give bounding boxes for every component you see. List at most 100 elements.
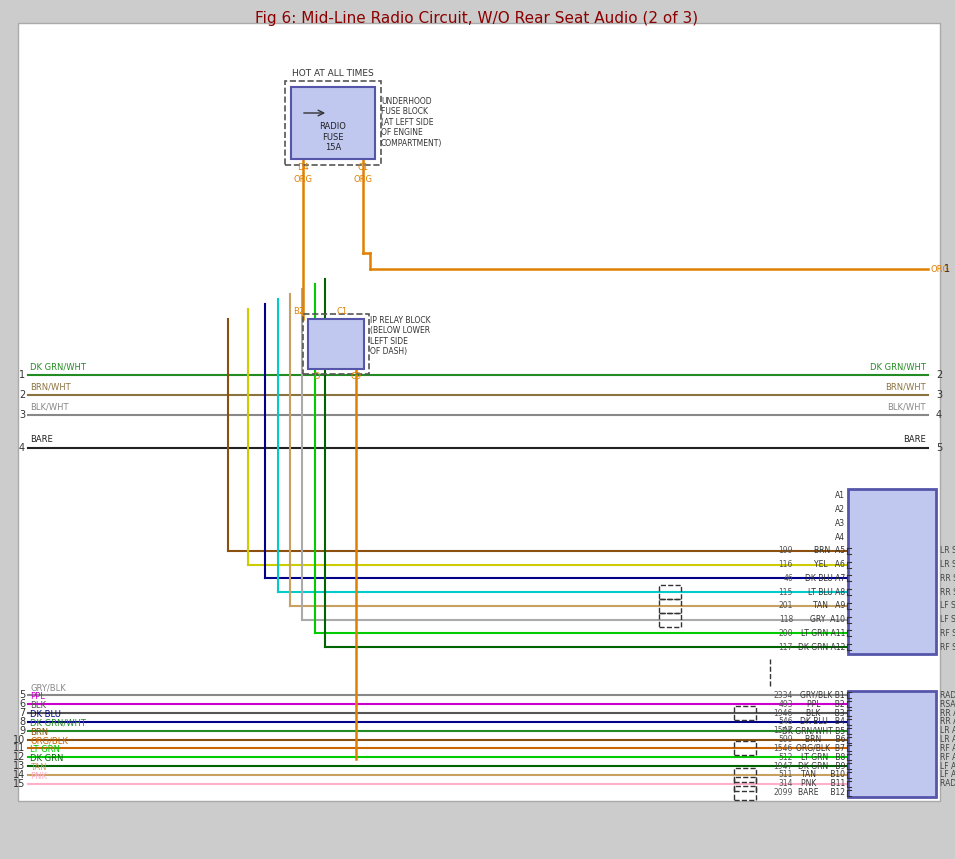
Text: RADIO
FUSE
15A: RADIO FUSE 15A (320, 122, 347, 152)
Text: LF AUD SIG+: LF AUD SIG+ (940, 771, 955, 779)
Text: PPL      B2: PPL B2 (807, 700, 845, 709)
Text: 14: 14 (12, 770, 25, 780)
Text: 116: 116 (778, 560, 793, 570)
Text: 2: 2 (936, 370, 942, 380)
Text: ORG: ORG (930, 265, 949, 273)
Text: DK GRN/WHT: DK GRN/WHT (30, 719, 86, 728)
Text: 1: 1 (944, 264, 950, 274)
Text: 511: 511 (778, 771, 793, 779)
Text: A3: A3 (835, 519, 845, 528)
Text: RR AUD SIG-: RR AUD SIG- (940, 709, 955, 717)
Text: BLK      B3: BLK B3 (806, 709, 845, 717)
Text: RF SPKR OUT-: RF SPKR OUT- (940, 643, 955, 652)
Text: PNK      B11: PNK B11 (800, 779, 845, 789)
Text: 115: 115 (778, 588, 793, 597)
Text: 46: 46 (783, 574, 793, 583)
Text: RADIO MUTE: RADIO MUTE (940, 691, 955, 700)
Text: 1946: 1946 (774, 709, 793, 717)
Text: ORG/BLK  B7: ORG/BLK B7 (796, 744, 845, 753)
Text: 512: 512 (778, 752, 793, 762)
Text: LF AUD SIG-: LF AUD SIG- (940, 762, 955, 771)
Text: LR SPKR OUT-: LR SPKR OUT- (940, 560, 955, 570)
Text: C1: C1 (336, 307, 347, 316)
Text: 1947: 1947 (774, 762, 793, 771)
Text: BARE     B12: BARE B12 (798, 788, 845, 797)
Text: C9: C9 (350, 372, 362, 381)
Text: BRN/WHT: BRN/WHT (30, 382, 71, 391)
Text: YEL   A6: YEL A6 (814, 560, 845, 570)
Text: RR AUD SIG+: RR AUD SIG+ (940, 717, 955, 727)
Text: DK GRN/WHT: DK GRN/WHT (30, 362, 86, 371)
Bar (734, 768, 756, 782)
Bar (659, 599, 681, 612)
Text: BLK: BLK (30, 701, 46, 710)
Text: ORG: ORG (353, 175, 372, 184)
Text: LT GRN   B8: LT GRN B8 (800, 752, 845, 762)
Text: TAN: TAN (30, 763, 47, 772)
Text: LT BLU A8: LT BLU A8 (808, 588, 845, 597)
Text: BARE: BARE (903, 435, 926, 444)
Text: PNK: PNK (30, 771, 47, 781)
Text: 118: 118 (778, 615, 793, 624)
Text: LT GRN: LT GRN (30, 746, 60, 754)
Text: 200: 200 (778, 629, 793, 638)
Text: 7: 7 (19, 708, 25, 718)
Bar (285, 81, 381, 165)
Bar (848, 691, 936, 797)
Bar (734, 706, 756, 720)
Text: 10: 10 (12, 734, 25, 745)
Text: 11: 11 (12, 743, 25, 753)
Text: HOT AT ALL TIMES: HOT AT ALL TIMES (292, 69, 373, 77)
Text: 2099: 2099 (774, 788, 793, 797)
Text: LT GRN A11: LT GRN A11 (800, 629, 845, 638)
Text: DK BLU   B4: DK BLU B4 (800, 717, 845, 727)
Text: 201: 201 (778, 601, 793, 611)
Text: RF AUD SIG-: RF AUD SIG- (940, 744, 955, 753)
Text: 1546: 1546 (774, 744, 793, 753)
Text: GRY  A10: GRY A10 (810, 615, 845, 624)
Text: RF SPKR OUT+: RF SPKR OUT+ (940, 629, 955, 638)
Text: 4: 4 (936, 410, 942, 420)
Text: A4: A4 (835, 533, 845, 542)
Text: LR SPKR OUT+: LR SPKR OUT+ (940, 546, 955, 556)
Text: 5: 5 (936, 443, 942, 453)
Text: RR SPKR OUT+: RR SPKR OUT+ (940, 574, 955, 583)
Bar (734, 741, 756, 755)
Text: GRY/BLK: GRY/BLK (30, 684, 66, 692)
Text: C1: C1 (357, 163, 369, 172)
Text: IP RELAY BLOCK
(BELOW LOWER
LEFT SIDE
OF DASH): IP RELAY BLOCK (BELOW LOWER LEFT SIDE OF… (370, 316, 431, 356)
Text: GRY/BLK B1: GRY/BLK B1 (800, 691, 845, 700)
Text: A1: A1 (835, 491, 845, 501)
Text: 546: 546 (778, 717, 793, 727)
Text: LF SPKR OUT-: LF SPKR OUT- (940, 615, 955, 624)
Text: BARE: BARE (30, 435, 53, 444)
Bar (291, 87, 375, 159)
Text: TAN   A9: TAN A9 (813, 601, 845, 611)
Text: TAN      B10: TAN B10 (801, 771, 845, 779)
Text: 117: 117 (778, 643, 793, 652)
Text: LR AUD SIG+: LR AUD SIG+ (940, 735, 955, 744)
Bar (659, 612, 681, 626)
Text: 12: 12 (12, 752, 25, 762)
Text: BLK/WHT: BLK/WHT (887, 402, 926, 411)
Text: PPL: PPL (30, 692, 45, 701)
Bar (734, 777, 756, 791)
Text: Fig 6: Mid-Line Radio Circuit, W/O Rear Seat Audio (2 of 3): Fig 6: Mid-Line Radio Circuit, W/O Rear … (255, 11, 698, 27)
Text: DK GRN   B9: DK GRN B9 (797, 762, 845, 771)
Bar (848, 489, 936, 654)
Text: 3: 3 (19, 410, 25, 420)
Text: LF SPKR OUT+: LF SPKR OUT+ (940, 601, 955, 611)
Text: B2: B2 (293, 307, 304, 316)
Text: BLK/WHT: BLK/WHT (30, 402, 69, 411)
Text: LR AUD SIG-: LR AUD SIG- (940, 726, 955, 735)
Text: 13: 13 (12, 761, 25, 771)
Text: RSA ENABLE: RSA ENABLE (940, 700, 955, 709)
Text: 9: 9 (19, 726, 25, 736)
Text: RR SPKR OUT-: RR SPKR OUT- (940, 588, 955, 597)
Text: RF AUD SIG+: RF AUD SIG+ (940, 752, 955, 762)
Text: DK BLU: DK BLU (30, 710, 61, 719)
Text: ORG: ORG (293, 175, 312, 184)
Text: DK GRN/WHT B5: DK GRN/WHT B5 (782, 726, 845, 735)
Text: 493: 493 (778, 700, 793, 709)
Text: 1547: 1547 (774, 726, 793, 735)
